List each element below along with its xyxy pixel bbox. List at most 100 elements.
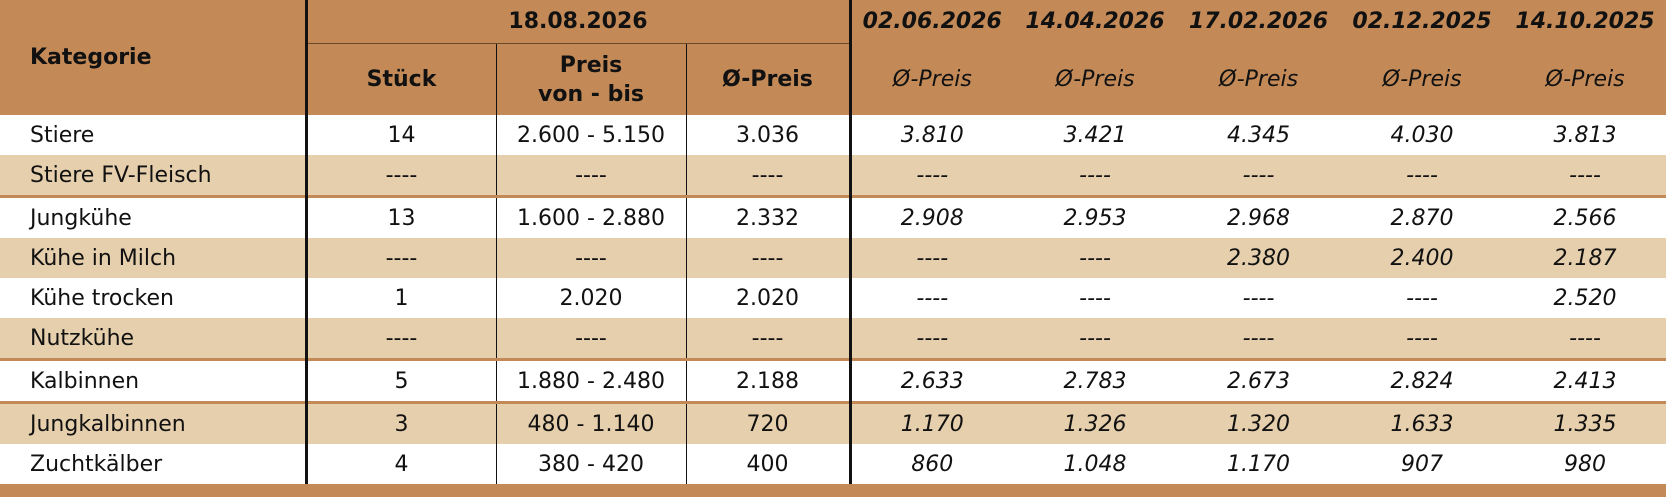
past-avg-cell: 2.908 [848, 195, 1014, 238]
category-cell: Jungkalbinnen [0, 401, 306, 444]
table-row: Stiere FV-Fleisch ---- ---- ---- ---- ---- ---… [0, 155, 1666, 197]
category-cell: Kühe in Milch [0, 238, 306, 278]
past-avg-cell: 2.520 [1504, 278, 1666, 318]
past-avg-cell: 1.633 [1340, 401, 1505, 444]
past-avg-cell: 1.170 [848, 401, 1014, 444]
stueck-cell: 13 [304, 195, 496, 238]
past-avg-cell: 2.870 [1340, 195, 1505, 238]
past-avg-header: Ø-Preis [848, 43, 1014, 115]
past-avg-cell: 1.320 [1177, 401, 1341, 444]
avg-price-cell: ---- [685, 155, 851, 197]
stueck-cell: 3 [304, 401, 496, 444]
table-row: Kalbinnen 5 1.880 - 2.480 2.188 2.633 2.783 2.… [0, 358, 1666, 403]
past-avg-cell: ---- [1013, 318, 1178, 360]
past-avg-cell: ---- [848, 155, 1014, 197]
price-range-cell: ---- [495, 238, 686, 278]
past-avg-cell: ---- [1340, 278, 1505, 318]
category-cell: Zuchtkälber [0, 444, 306, 484]
table-row: Nutzkühe ---- ---- ---- ---- ---- ---- ---- ---- [0, 318, 1666, 360]
past-avg-cell: ---- [1177, 155, 1341, 197]
price-range-cell: 2.600 - 5.150 [495, 115, 686, 155]
past-avg-cell: ---- [1013, 238, 1178, 278]
avg-price-cell: 3.036 [685, 115, 851, 155]
past-avg-cell: 1.335 [1504, 401, 1666, 444]
past-avg-cell: 2.400 [1340, 238, 1505, 278]
past-avg-cell: 2.783 [1013, 358, 1178, 403]
category-cell: Stiere [0, 115, 306, 155]
price-range-cell: ---- [495, 155, 686, 197]
stueck-cell: 1 [304, 278, 496, 318]
past-avg-header: Ø-Preis [1177, 43, 1341, 115]
price-range-cell: 1.600 - 2.880 [495, 195, 686, 238]
past-avg-cell: ---- [848, 238, 1014, 278]
table-row: Stiere 14 2.600 - 5.150 3.036 3.810 3.421 4.34… [0, 115, 1666, 155]
past-avg-cell: 2.566 [1504, 195, 1666, 238]
past-avg-cell: 2.380 [1177, 238, 1341, 278]
avg-price-cell: 400 [685, 444, 851, 484]
avg-price-cell: ---- [685, 238, 851, 278]
past-avg-cell: 2.673 [1177, 358, 1341, 403]
past-date-header: 17.02.2026 [1177, 0, 1341, 44]
avg-price-cell: 2.188 [685, 358, 851, 403]
past-avg-cell: 2.953 [1013, 195, 1178, 238]
category-cell: Kalbinnen [0, 358, 306, 403]
past-date-header: 14.04.2026 [1013, 0, 1178, 44]
past-avg-cell: 2.824 [1340, 358, 1505, 403]
past-avg-cell: 860 [848, 444, 1014, 484]
category-header: Kategorie [0, 0, 306, 115]
stueck-cell: ---- [304, 155, 496, 197]
past-avg-cell: 1.048 [1013, 444, 1178, 484]
price-range-cell: ---- [495, 318, 686, 360]
past-avg-cell: 2.633 [848, 358, 1014, 403]
current-date-header: 18.08.2026 [304, 0, 851, 44]
price-range-cell: 2.020 [495, 278, 686, 318]
footer-band [0, 484, 1666, 497]
table-row: Jungkühe 13 1.600 - 2.880 2.332 2.908 2.953 2.… [0, 195, 1666, 238]
past-avg-cell: ---- [1504, 155, 1666, 197]
stueck-cell: 14 [304, 115, 496, 155]
past-avg-cell: ---- [1177, 318, 1341, 360]
category-cell: Stiere FV-Fleisch [0, 155, 306, 197]
table-row: Zuchtkälber 4 380 - 420 400 860 1.048 1.170 907… [0, 444, 1666, 484]
stueck-cell: 5 [304, 358, 496, 403]
past-date-header: 02.06.2026 [848, 0, 1014, 44]
avg-price-cell: 2.020 [685, 278, 851, 318]
past-avg-cell: 2.413 [1504, 358, 1666, 403]
table-row: Kühe trocken 1 2.020 2.020 ---- ---- ---- ---- 2… [0, 278, 1666, 318]
price-range-cell: 1.880 - 2.480 [495, 358, 686, 403]
past-avg-cell: 3.421 [1013, 115, 1178, 155]
past-avg-header: Ø-Preis [1013, 43, 1178, 115]
price-range-cell: 380 - 420 [495, 444, 686, 484]
past-avg-cell: ---- [1340, 318, 1505, 360]
past-avg-cell: 2.968 [1177, 195, 1341, 238]
past-avg-cell: 4.030 [1340, 115, 1505, 155]
past-avg-cell: 1.170 [1177, 444, 1341, 484]
avg-price-cell: ---- [685, 318, 851, 360]
past-avg-cell: 1.326 [1013, 401, 1178, 444]
past-avg-cell: ---- [1504, 318, 1666, 360]
avg-price-cell: 720 [685, 401, 851, 444]
stueck-cell: ---- [304, 318, 496, 360]
past-avg-cell: 3.813 [1504, 115, 1666, 155]
past-avg-cell: ---- [1177, 278, 1341, 318]
past-avg-cell: 980 [1504, 444, 1666, 484]
past-date-header: 14.10.2025 [1504, 0, 1666, 44]
past-avg-cell: 4.345 [1177, 115, 1341, 155]
past-avg-cell: ---- [1013, 155, 1178, 197]
stueck-cell: 4 [304, 444, 496, 484]
table-row: Kühe in Milch ---- ---- ---- ---- ---- 2.380 2.… [0, 238, 1666, 278]
past-avg-cell: ---- [1340, 155, 1505, 197]
past-avg-cell: ---- [848, 278, 1014, 318]
past-avg-header: Ø-Preis [1504, 43, 1666, 115]
price-table: Kategorie 18.08.2026 02.06.2026 14.04.20… [0, 0, 1666, 484]
price-range-cell: 480 - 1.140 [495, 401, 686, 444]
table-row: Jungkalbinnen 3 480 - 1.140 720 1.170 1.326 1.… [0, 401, 1666, 444]
past-avg-cell: ---- [1013, 278, 1178, 318]
avg-price-cell: 2.332 [685, 195, 851, 238]
stueck-cell: ---- [304, 238, 496, 278]
past-avg-header: Ø-Preis [1340, 43, 1505, 115]
past-date-header: 02.12.2025 [1340, 0, 1505, 44]
past-avg-cell: 3.810 [848, 115, 1014, 155]
avg-price-header: Ø-Preis [685, 43, 851, 115]
past-avg-cell: ---- [848, 318, 1014, 360]
